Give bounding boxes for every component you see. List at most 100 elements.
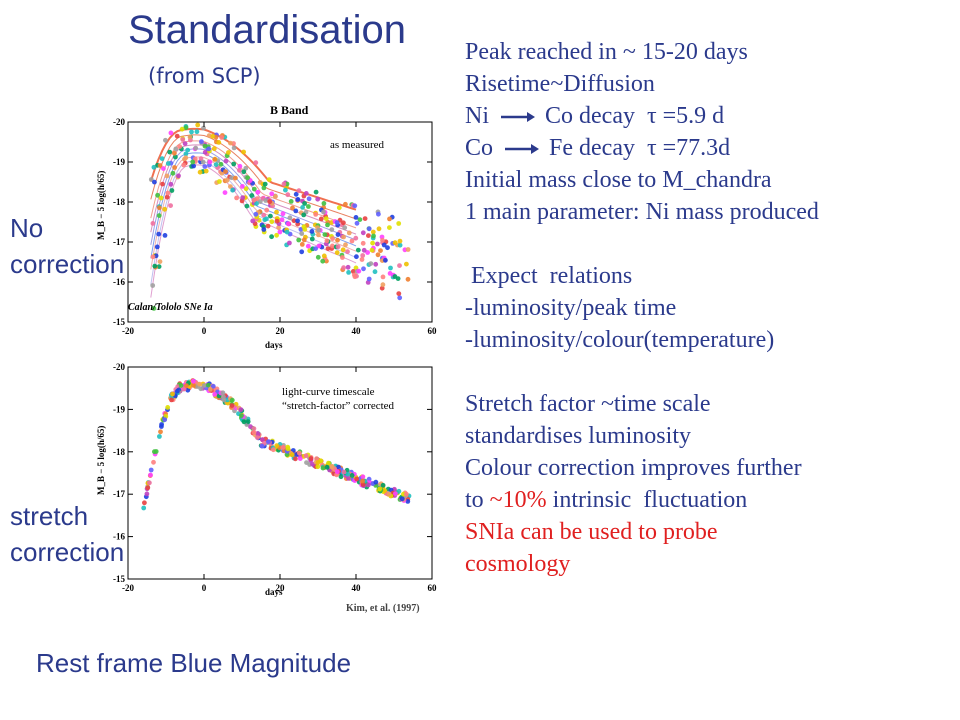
data-point	[346, 270, 351, 275]
data-point	[405, 247, 411, 252]
data-point	[360, 474, 366, 480]
data-point	[158, 429, 163, 435]
y-axis-label: M_B − 5 log(h/65)	[96, 171, 106, 240]
data-point	[159, 424, 164, 429]
data-point	[145, 485, 151, 491]
data-point	[190, 159, 196, 165]
data-point	[383, 257, 388, 263]
note-line: 1 main parameter: Ni mass produced	[465, 199, 819, 225]
note-line: -luminosity/peak time	[465, 295, 677, 321]
data-point	[231, 145, 237, 151]
data-point	[397, 238, 403, 244]
data-point	[380, 282, 386, 288]
data-point	[345, 471, 351, 477]
data-point	[169, 397, 174, 403]
data-point	[274, 209, 279, 215]
data-point	[206, 133, 212, 138]
data-point	[198, 386, 204, 392]
data-point	[375, 252, 381, 258]
data-point	[381, 242, 387, 248]
data-point	[366, 482, 371, 488]
data-point	[168, 203, 173, 208]
no-correction-label-line2: correction	[10, 249, 125, 279]
data-point	[359, 257, 365, 262]
data-point	[299, 249, 305, 255]
data-point	[202, 149, 208, 155]
data-point	[341, 265, 346, 271]
data-point	[162, 233, 168, 238]
data-point	[277, 229, 283, 235]
data-point	[190, 378, 196, 384]
data-point	[360, 482, 366, 487]
data-point	[315, 464, 321, 470]
data-point	[265, 223, 271, 229]
data-point	[156, 213, 162, 218]
data-point	[251, 430, 257, 435]
data-point	[202, 164, 208, 169]
data-point	[301, 212, 307, 218]
data-point	[264, 207, 270, 213]
data-point	[173, 146, 179, 152]
data-point	[373, 261, 379, 267]
data-point	[217, 179, 222, 184]
data-point	[320, 465, 326, 471]
data-point	[147, 480, 152, 486]
note-line-ni-decay: Ni Co decay τ =5.9 d	[465, 100, 955, 132]
data-point	[219, 135, 225, 140]
data-point	[200, 159, 206, 165]
note-line: SNIa can be used to probe	[465, 519, 718, 545]
data-point	[241, 169, 247, 175]
data-point	[296, 188, 302, 194]
data-point	[201, 125, 206, 131]
data-point	[405, 499, 411, 504]
data-point	[160, 181, 165, 187]
data-point	[330, 236, 335, 242]
data-point	[157, 163, 163, 168]
note-line: Colour correction improves further	[465, 455, 802, 481]
data-point	[231, 161, 237, 167]
y-tick-label: -15	[113, 317, 125, 327]
data-point	[159, 156, 165, 161]
data-point	[183, 151, 189, 157]
y-tick-label: -15	[113, 574, 125, 584]
data-point	[206, 146, 212, 152]
note-line: standardises luminosity	[465, 423, 691, 449]
arrow-right-icon	[505, 144, 540, 155]
data-point	[210, 133, 216, 139]
data-point	[257, 199, 263, 204]
data-point	[316, 232, 321, 238]
note-line: Risetime~Diffusion	[465, 71, 655, 97]
data-point	[285, 192, 291, 198]
data-point	[368, 261, 374, 266]
data-point	[281, 181, 287, 187]
data-point	[341, 469, 347, 475]
data-point	[156, 264, 162, 269]
data-point	[181, 386, 187, 392]
data-point	[324, 238, 330, 244]
data-point	[349, 238, 355, 244]
data-point	[321, 201, 327, 206]
data-point	[360, 253, 366, 258]
data-point	[222, 190, 228, 195]
data-point	[212, 157, 218, 162]
data-point	[269, 191, 275, 197]
data-point	[341, 234, 346, 240]
data-point	[392, 240, 398, 246]
data-point	[207, 159, 213, 165]
note-co-decay: Fe decay	[549, 135, 635, 161]
data-point	[183, 125, 189, 131]
data-point	[355, 247, 361, 253]
data-point	[289, 452, 295, 458]
data-point	[210, 383, 216, 389]
data-point	[261, 185, 267, 191]
data-point	[261, 212, 267, 218]
data-point	[325, 222, 330, 228]
data-point	[271, 447, 276, 453]
data-point	[241, 149, 247, 155]
data-point	[157, 434, 162, 439]
data-point	[237, 167, 242, 173]
data-point	[315, 460, 321, 465]
data-point	[309, 229, 315, 234]
data-point	[302, 201, 307, 206]
data-point	[287, 240, 292, 246]
